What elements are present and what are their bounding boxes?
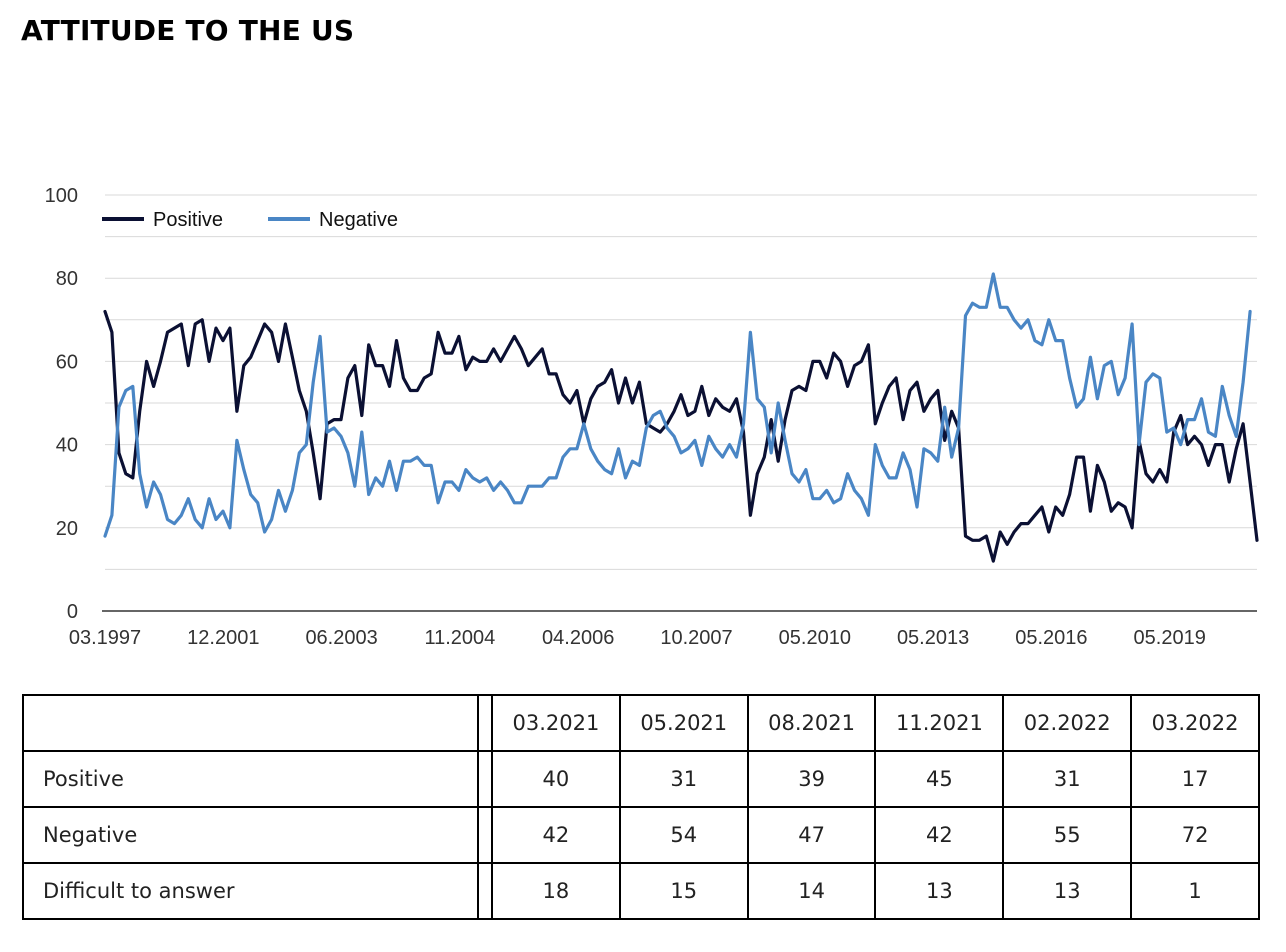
table-spacer-cell	[477, 862, 493, 920]
table-header-cell: 03.2022	[1130, 694, 1260, 752]
x-tick-label: 06.2003	[305, 627, 377, 649]
table-header-row: 03.2021 05.2021 08.2021 11.2021 02.2022 …	[22, 694, 1260, 752]
x-tick-label: 05.2016	[1015, 627, 1087, 649]
table-cell: 45	[874, 750, 1005, 808]
x-tick-label: 05.2013	[897, 627, 969, 649]
table-header-cell: 11.2021	[874, 694, 1005, 752]
y-tick-label: 0	[67, 601, 78, 623]
x-axis-tick-labels: 03.1997 12.2001 06.2003 11.2004 04.2006 10.20…	[69, 627, 1206, 649]
page-title: ATTITUDE TO THE US	[21, 14, 355, 47]
table-row-difficult: Difficult to answer 18 15 14 13 13 1	[22, 862, 1260, 920]
legend: Positive Negative	[102, 209, 398, 231]
x-tick-label: 04.2006	[542, 627, 614, 649]
table-cell: 39	[746, 750, 877, 808]
x-tick-label: 12.2001	[187, 627, 259, 649]
table-header-cell: 05.2021	[618, 694, 749, 752]
table-header-cell: 08.2021	[746, 694, 877, 752]
table-cell: 13	[1002, 862, 1133, 920]
legend-label-positive: Positive	[153, 209, 223, 231]
table-cell: 14	[746, 862, 877, 920]
series-line-negative	[103, 272, 1252, 538]
legend-label-negative: Negative	[319, 209, 398, 231]
table-spacer-cell	[477, 750, 493, 808]
y-tick-label: 20	[56, 518, 78, 540]
data-table: 03.2021 05.2021 08.2021 11.2021 02.2022 …	[22, 694, 1260, 920]
table-cell: 55	[1002, 806, 1133, 864]
y-axis-tick-labels: 0 20 40 60 80 100	[45, 185, 78, 623]
table-cell: 15	[618, 862, 749, 920]
line-chart: 0 20 40 60 80 100 03.1997 12.2001 06.2003 11.200…	[45, 185, 1259, 649]
table-row-positive: Positive 40 31 39 45 31 17	[22, 750, 1260, 808]
table-cell: 42	[874, 806, 1005, 864]
series-lines	[103, 272, 1259, 563]
y-tick-label: 80	[56, 268, 78, 290]
x-tick-label: 05.2010	[779, 627, 851, 649]
y-tick-label: 40	[56, 435, 78, 457]
table-cell: 72	[1130, 806, 1260, 864]
table-corner-cell	[22, 694, 479, 752]
table-cell: 42	[491, 806, 621, 864]
y-tick-label: 100	[45, 185, 78, 207]
x-tick-label: 11.2004	[424, 627, 495, 649]
x-tick-label: 10.2007	[660, 627, 732, 649]
x-tick-label: 05.2019	[1134, 627, 1206, 649]
table-header-cell: 03.2021	[491, 694, 621, 752]
table-row-label: Negative	[22, 806, 479, 864]
table-cell: 13	[874, 862, 1005, 920]
x-tick-label: 03.1997	[69, 627, 141, 649]
table-cell: 40	[491, 750, 621, 808]
table-row-label: Difficult to answer	[22, 862, 479, 920]
series-line-positive	[103, 309, 1259, 563]
table-cell: 31	[1002, 750, 1133, 808]
table-spacer-cell	[477, 806, 493, 864]
table-cell: 1	[1130, 862, 1260, 920]
y-tick-label: 60	[56, 351, 78, 373]
table-row-label: Positive	[22, 750, 479, 808]
table-cell: 18	[491, 862, 621, 920]
table-row-negative: Negative 42 54 47 42 55 72	[22, 806, 1260, 864]
table-cell: 47	[746, 806, 877, 864]
table-cell: 17	[1130, 750, 1260, 808]
table-cell: 31	[618, 750, 749, 808]
table-spacer-cell	[477, 694, 493, 752]
table-cell: 54	[618, 806, 749, 864]
grid-lines	[105, 194, 1257, 570]
table-header-cell: 02.2022	[1002, 694, 1133, 752]
